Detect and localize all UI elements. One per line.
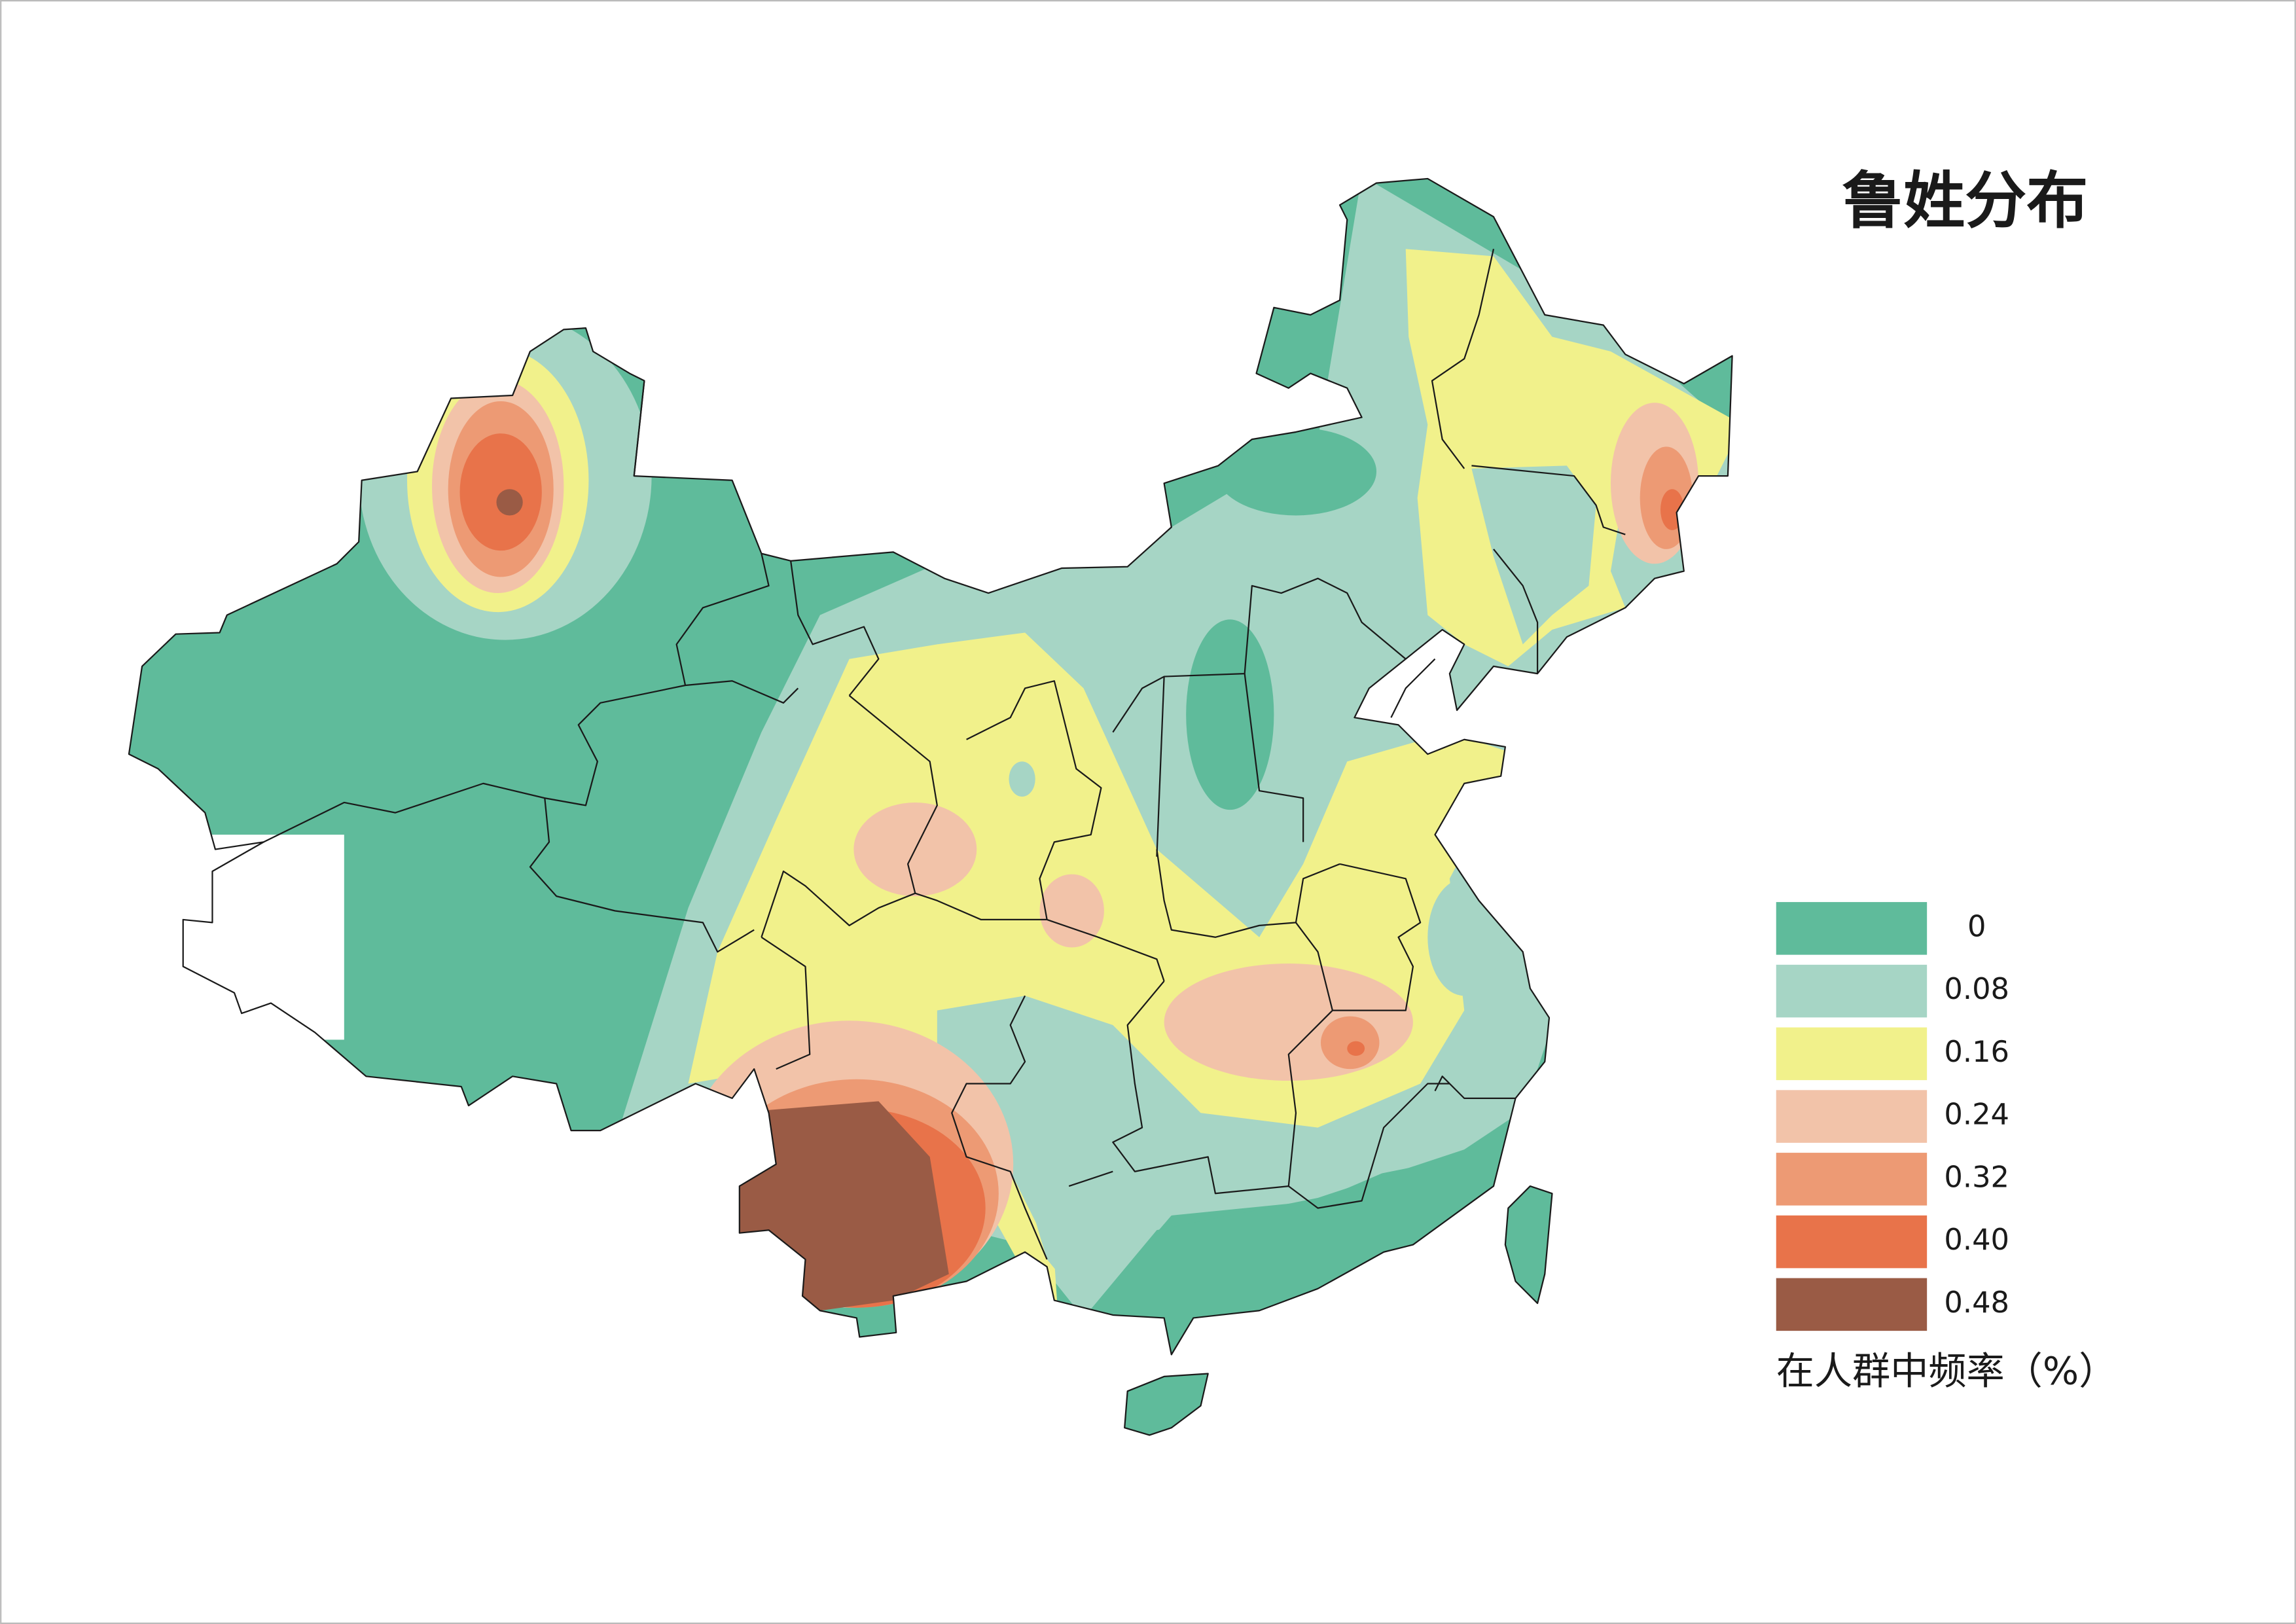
taiwan (1504, 1185, 1553, 1305)
legend-label: 0.40 (1944, 1222, 2009, 1257)
legend: 0 0.08 0.16 0.24 0.32 0.40 0.48 (1776, 902, 2009, 1331)
legend-label: 0.32 (1944, 1159, 2009, 1194)
legend-swatch (1776, 902, 1928, 955)
legend-swatch (1776, 1153, 1928, 1206)
province-borders (263, 249, 1626, 1260)
map-title: 鲁姓分布 (1842, 166, 2088, 237)
legend-label: 0.16 (1944, 1034, 2009, 1069)
legend-swatch (1776, 1215, 1928, 1269)
legend-label: 0.24 (1944, 1097, 2009, 1132)
legend-swatch (1776, 1090, 1928, 1143)
legend-swatch (1776, 1278, 1928, 1331)
legend-swatch (1776, 1027, 1928, 1081)
legend-label: 0.08 (1944, 971, 2009, 1006)
legend-caption: 在人群中频率（%） (1776, 1349, 2117, 1394)
legend-label: 0.48 (1944, 1285, 2009, 1320)
legend-swatch (1776, 964, 1928, 1018)
legend-label: 0 (1967, 909, 1986, 943)
hainan (1124, 1373, 1209, 1436)
